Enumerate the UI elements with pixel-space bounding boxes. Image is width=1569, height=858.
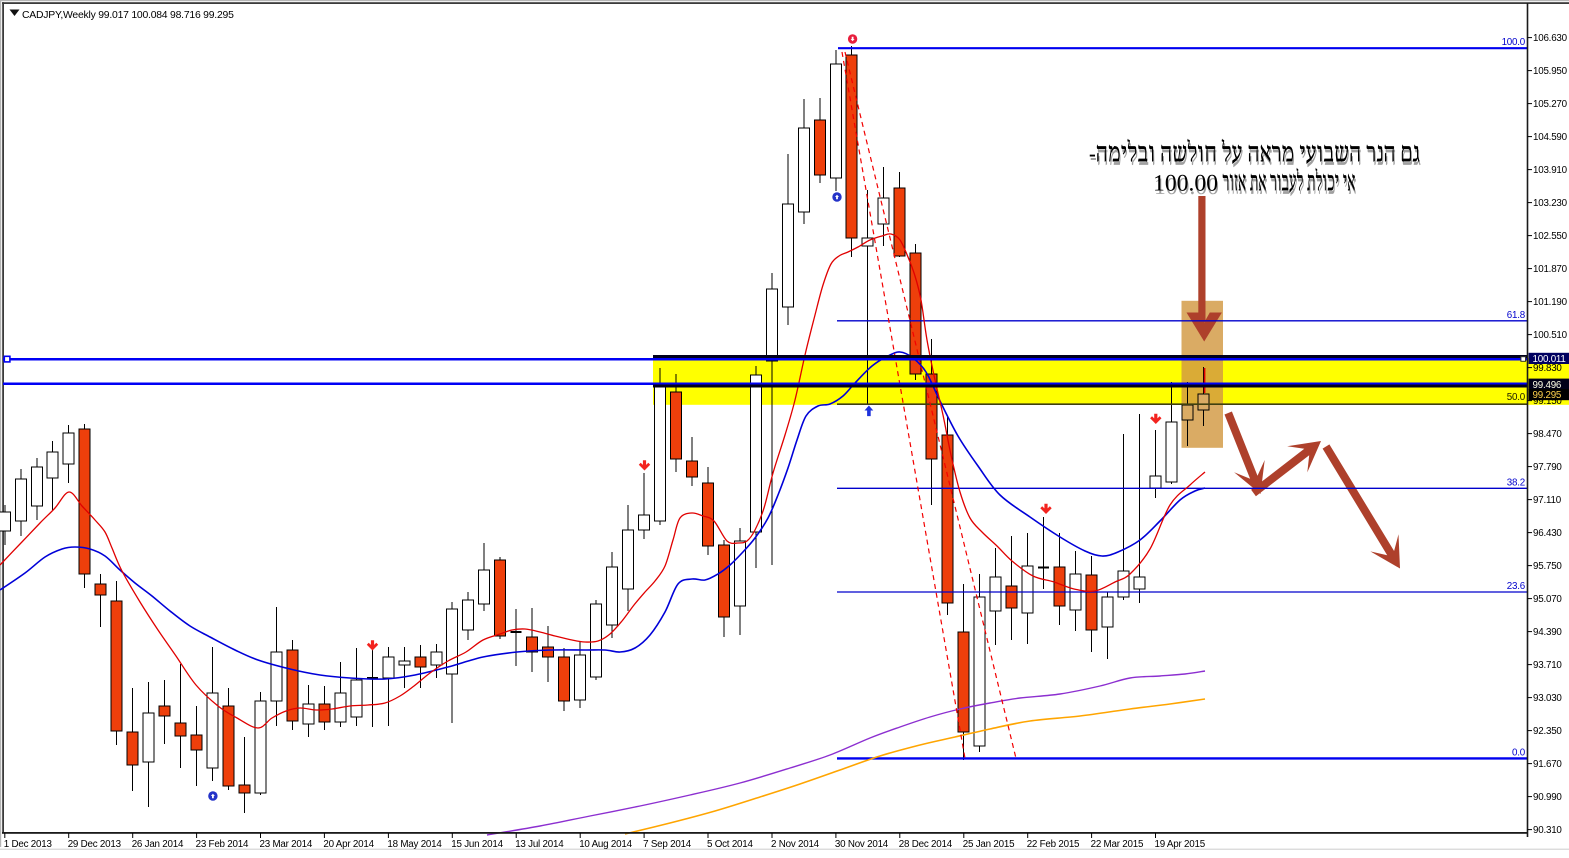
- svg-text:2 Nov 2014: 2 Nov 2014: [771, 839, 820, 850]
- svg-text:94.390: 94.390: [1533, 627, 1562, 638]
- svg-text:99.496: 99.496: [1533, 380, 1562, 391]
- svg-text:101.190: 101.190: [1533, 297, 1568, 308]
- svg-text:97.790: 97.790: [1533, 462, 1562, 473]
- svg-text:93.710: 93.710: [1533, 660, 1562, 671]
- svg-text:15 Jun 2014: 15 Jun 2014: [451, 839, 503, 850]
- svg-text:102.550: 102.550: [1533, 231, 1568, 242]
- svg-text:97.110: 97.110: [1533, 495, 1562, 506]
- svg-text:28 Dec 2014: 28 Dec 2014: [899, 839, 953, 850]
- svg-text:7 Sep 2014: 7 Sep 2014: [643, 839, 692, 850]
- svg-text:105.270: 105.270: [1533, 99, 1568, 110]
- svg-text:22 Feb 2015: 22 Feb 2015: [1027, 839, 1080, 850]
- svg-text:1 Dec 2013: 1 Dec 2013: [4, 839, 53, 850]
- svg-text:106.630: 106.630: [1533, 33, 1568, 44]
- svg-text:95.070: 95.070: [1533, 594, 1562, 605]
- svg-text:29 Dec 2013: 29 Dec 2013: [68, 839, 122, 850]
- svg-text:100.011: 100.011: [1533, 354, 1566, 365]
- svg-text:95.750: 95.750: [1533, 561, 1562, 572]
- svg-text:38.2: 38.2: [1507, 477, 1525, 488]
- svg-text:25 Jan 2015: 25 Jan 2015: [963, 839, 1015, 850]
- svg-text:30 Nov 2014: 30 Nov 2014: [835, 839, 889, 850]
- svg-text:96.430: 96.430: [1533, 528, 1562, 539]
- svg-text:103.910: 103.910: [1533, 165, 1568, 176]
- svg-text:90.310: 90.310: [1533, 825, 1562, 836]
- svg-text:23.6: 23.6: [1507, 581, 1526, 592]
- svg-text:93.030: 93.030: [1533, 693, 1562, 704]
- svg-text:0.0: 0.0: [1512, 747, 1526, 758]
- svg-text:92.350: 92.350: [1533, 726, 1562, 737]
- svg-text:10 Aug 2014: 10 Aug 2014: [579, 839, 632, 850]
- svg-text:105.950: 105.950: [1533, 66, 1568, 77]
- svg-text:19 Apr 2015: 19 Apr 2015: [1155, 839, 1206, 850]
- svg-text:61.8: 61.8: [1507, 310, 1526, 321]
- svg-text:100.0: 100.0: [1502, 37, 1526, 48]
- svg-text:104.590: 104.590: [1533, 132, 1568, 143]
- svg-text:99.830: 99.830: [1533, 363, 1562, 374]
- svg-text:23 Mar 2014: 23 Mar 2014: [260, 839, 313, 850]
- svg-text:100.510: 100.510: [1533, 330, 1568, 341]
- svg-text:50.0: 50.0: [1507, 392, 1526, 403]
- svg-text:CADJPY,Weekly 99.017 100.084: CADJPY,Weekly 99.017 100.084 98.716 99.2…: [22, 10, 234, 21]
- svg-text:20 Apr 2014: 20 Apr 2014: [323, 839, 374, 850]
- svg-text:99.150: 99.150: [1533, 396, 1562, 407]
- svg-text:13 Jul 2014: 13 Jul 2014: [515, 839, 564, 850]
- svg-text:99.295: 99.295: [1533, 390, 1562, 401]
- svg-text:103.230: 103.230: [1533, 198, 1568, 209]
- svg-text:101.870: 101.870: [1533, 264, 1568, 275]
- svg-text:26 Jan 2014: 26 Jan 2014: [132, 839, 184, 850]
- svg-text:5 Oct 2014: 5 Oct 2014: [707, 839, 753, 850]
- svg-text:90.990: 90.990: [1533, 792, 1562, 803]
- svg-text:18 May 2014: 18 May 2014: [387, 839, 442, 850]
- svg-text:91.670: 91.670: [1533, 759, 1562, 770]
- svg-text:22 Mar 2015: 22 Mar 2015: [1091, 839, 1144, 850]
- svg-text:23 Feb 2014: 23 Feb 2014: [196, 839, 249, 850]
- svg-text:98.470: 98.470: [1533, 429, 1562, 440]
